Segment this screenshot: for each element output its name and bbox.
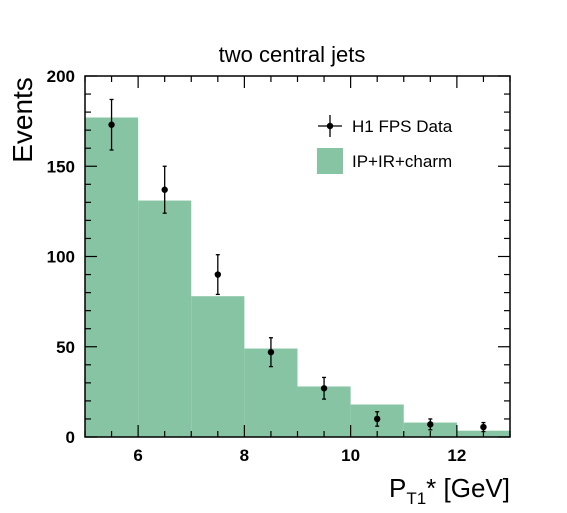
data-point: [108, 121, 115, 128]
legend-label-data: H1 FPS Data: [352, 117, 453, 136]
data-point: [214, 271, 222, 278]
x-axis-title-sub: T1: [406, 489, 426, 508]
y-tick-label: 100: [47, 248, 75, 267]
data-point: [320, 385, 328, 392]
y-tick-label: 150: [47, 157, 75, 176]
data-point: [373, 415, 381, 423]
y-tick-label: 0: [66, 428, 75, 447]
x-tick-label: 6: [133, 446, 142, 465]
data-point: [480, 423, 487, 431]
x-tick-label: 8: [240, 446, 249, 465]
x-tick-label: 12: [447, 446, 466, 465]
legend-marker-point: [326, 122, 334, 130]
x-tick-label: 10: [341, 446, 360, 465]
x-axis-title-rest: * [GeV]: [426, 473, 510, 503]
histogram-bar: [191, 296, 245, 437]
x-axis-title-main: P: [389, 473, 406, 503]
chart-title: two central jets: [219, 42, 366, 67]
x-axis-title: PT1* [GeV]: [389, 473, 510, 508]
histogram-bar: [85, 117, 139, 437]
data-point: [161, 186, 168, 193]
data-point: [267, 348, 275, 356]
legend-swatch: [317, 148, 343, 174]
y-axis-title: Events: [7, 77, 38, 163]
histogram-bar: [138, 200, 192, 437]
data-points: [108, 98, 487, 433]
data-point: [427, 421, 434, 428]
axis-ticks: 6 8 10 12 0 50 100 150 200: [47, 67, 511, 465]
y-tick-label: 200: [47, 67, 75, 86]
legend-label-mc: IP+IR+charm: [352, 152, 452, 171]
y-tick-label: 50: [56, 338, 75, 357]
legend: H1 FPS Data IP+IR+charm: [317, 115, 453, 174]
